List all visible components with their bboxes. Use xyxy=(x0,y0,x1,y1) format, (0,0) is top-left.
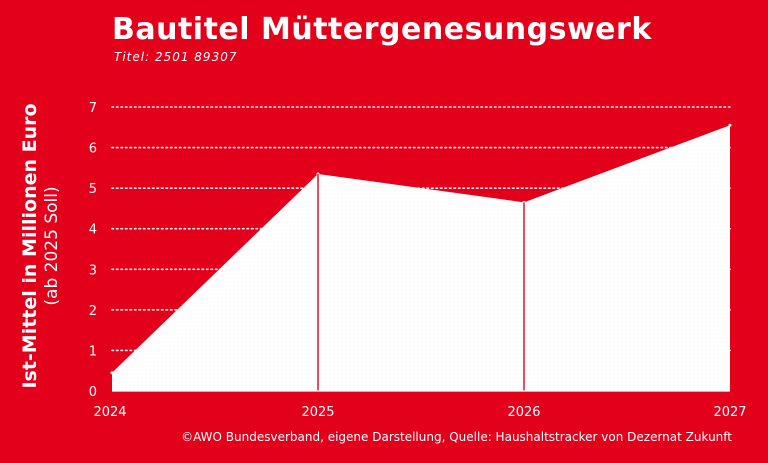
chart-title: Bautitel Müttergenesungswerk xyxy=(112,12,652,47)
y-tick-label-2: 2 xyxy=(89,304,97,319)
area-series xyxy=(112,125,730,391)
source-note: ©AWO Bundesverband, eigene Darstellung, … xyxy=(181,430,732,444)
y-tick-label-5: 5 xyxy=(89,182,97,197)
y-tick-label-7: 7 xyxy=(89,101,97,116)
year-dividers xyxy=(317,173,525,391)
y-tick-labels: 0 1 2 3 4 5 6 7 xyxy=(89,101,97,400)
x-tick-label-2025: 2025 xyxy=(301,405,334,420)
x-tick-label-2026: 2026 xyxy=(507,405,540,420)
y-tick-label-6: 6 xyxy=(89,142,97,157)
x-tick-label-2027: 2027 xyxy=(713,405,746,420)
y-tick-label-3: 3 xyxy=(89,263,97,278)
x-tick-labels: 2024 2025 2026 2027 xyxy=(93,405,746,420)
y-tick-label-0: 0 xyxy=(89,385,97,400)
chart-subtitle: Titel: 2501 89307 xyxy=(114,50,238,64)
y-tick-label-4: 4 xyxy=(89,223,97,238)
x-tick-label-2024: 2024 xyxy=(93,405,126,420)
data-point-2027 xyxy=(728,123,732,127)
data-point-2024 xyxy=(110,371,114,375)
y-tick-label-1: 1 xyxy=(89,344,97,359)
